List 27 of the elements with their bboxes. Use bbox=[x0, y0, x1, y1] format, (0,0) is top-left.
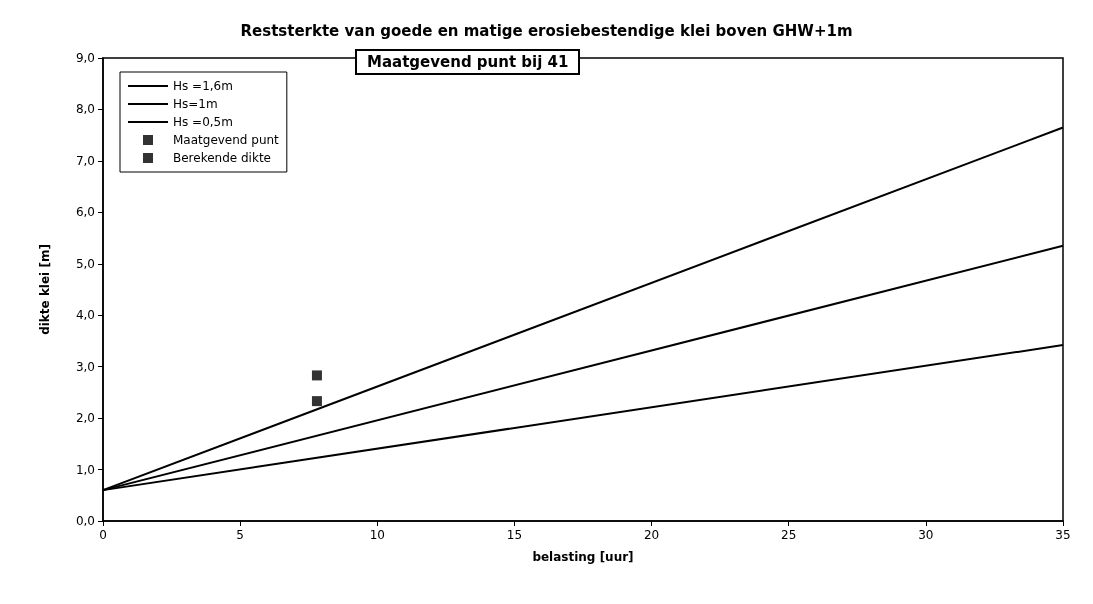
y-tick-label: 5,0 bbox=[75, 256, 95, 271]
y-tick-label: 6,0 bbox=[75, 205, 95, 220]
y-axis-title: dikte klei [m] bbox=[38, 244, 52, 335]
y-tick-label: 2,0 bbox=[75, 411, 95, 426]
chart-title: Reststerkte van goede en matige erosiebestendige klei boven GHW+1m bbox=[240, 21, 853, 40]
x-tick-label: 35 bbox=[1055, 528, 1071, 542]
x-tick-label: 5 bbox=[236, 528, 244, 542]
y-tick-label: 1,0 bbox=[75, 462, 95, 477]
y-tick-label: 3,0 bbox=[75, 359, 95, 374]
y-tick-label: 9,0 bbox=[75, 51, 95, 65]
annotation: Maatgevend punt bij 41 bbox=[355, 49, 581, 75]
x-tick-label: 30 bbox=[918, 528, 934, 542]
x-tick-label: 20 bbox=[643, 528, 660, 542]
legend-label: Hs=1m bbox=[173, 97, 218, 111]
y-tick-label: 8,0 bbox=[75, 102, 95, 117]
x-tick-label: 15 bbox=[506, 528, 523, 542]
x-tick-label: 10 bbox=[369, 528, 385, 542]
x-axis-title: belasting [uur] bbox=[532, 550, 634, 564]
legend-label: Hs =0,5m bbox=[173, 115, 233, 129]
legend-label: Maatgevend punt bbox=[173, 133, 280, 147]
legend-label: Hs =1,6m bbox=[173, 79, 233, 93]
legend-label: Berekende dikte bbox=[173, 151, 271, 165]
x-tick-label: 0 bbox=[99, 528, 107, 542]
y-tick-label: 4,0 bbox=[75, 308, 95, 323]
y-tick-label: 7,0 bbox=[75, 153, 95, 168]
y-tick-label: 0,0 bbox=[75, 514, 95, 528]
x-tick-label: 25 bbox=[781, 528, 797, 542]
